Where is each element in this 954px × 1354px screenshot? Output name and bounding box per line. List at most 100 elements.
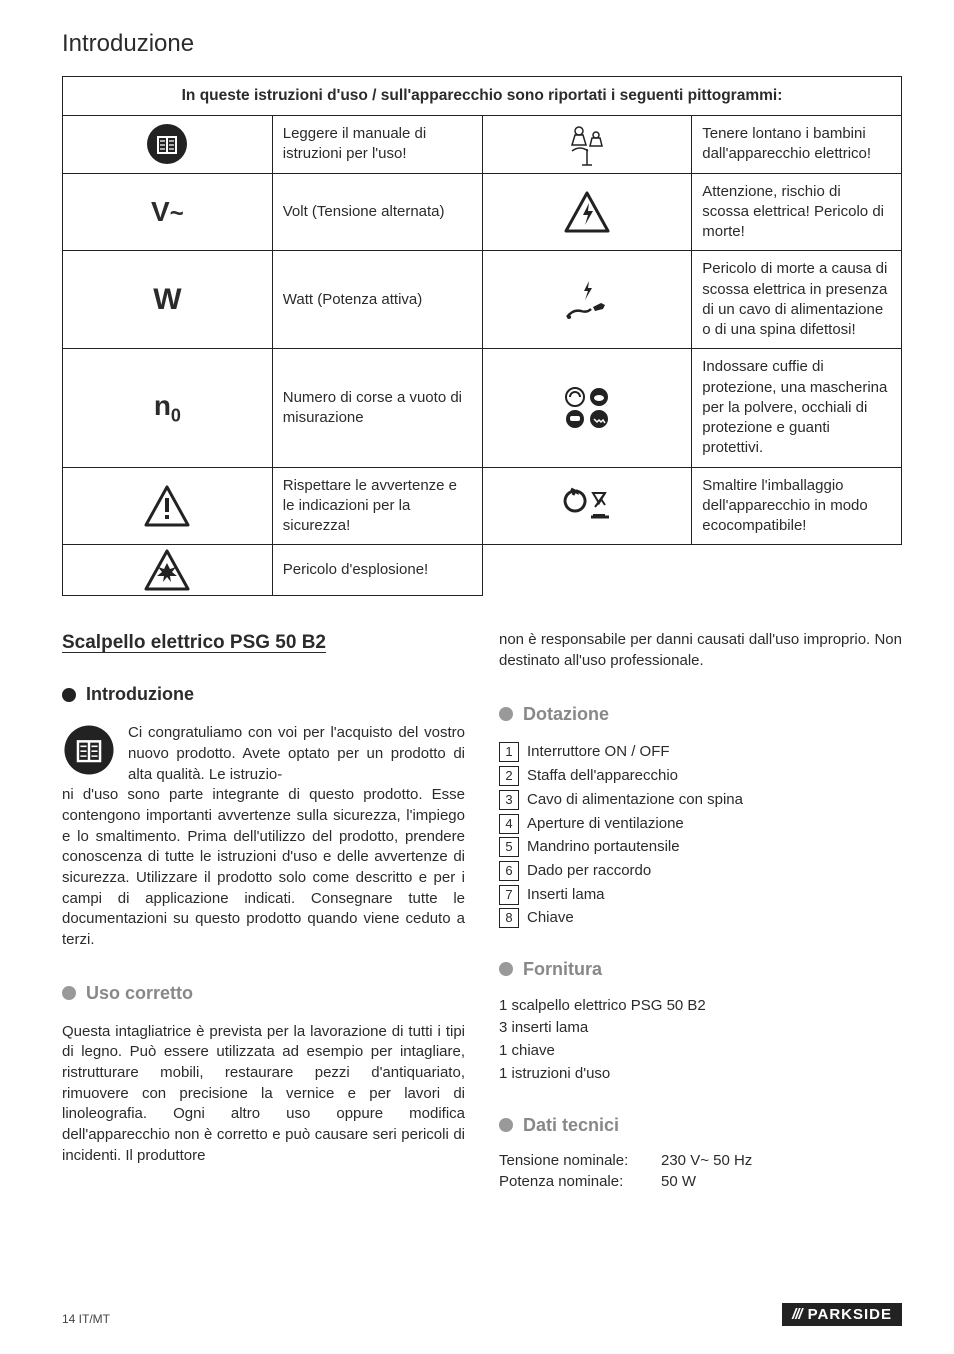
table-row: W Watt (Potenza attiva) Pericolo di mort…: [63, 251, 902, 349]
item-label: Cavo di alimentazione con spina: [527, 790, 743, 811]
list-item: 5 Mandrino portautensile: [499, 837, 902, 858]
brand-stripes-icon: ///: [792, 1306, 802, 1323]
empty-cell: [482, 545, 692, 596]
item-number: 4: [499, 814, 519, 834]
tech-row: Tensione nominale:230 V~ 50 Hz: [499, 1151, 902, 1172]
heading-text: Uso corretto: [86, 981, 193, 1006]
recycle-icon: [482, 467, 692, 545]
supply-item: 1 chiave: [499, 1041, 902, 1062]
item-number: 1: [499, 742, 519, 762]
right-column: non è responsabile per danni causati dal…: [499, 630, 902, 1192]
cell-text: Leggere il manuale di istruzioni per l'u…: [272, 116, 482, 174]
tech-label: Tensione nominale:: [499, 1151, 661, 1172]
table-header: In queste istruzioni d'uso / sull'appare…: [63, 77, 902, 116]
manual-icon: [62, 723, 116, 785]
table-row: Pericolo d'esplosione!: [63, 545, 902, 596]
uso-body-text: Questa intagliatrice è prevista per la l…: [62, 1022, 465, 1167]
table-row: n0 Numero di corse a vuoto di misurazion…: [63, 349, 902, 467]
empty-cell: [692, 545, 902, 596]
manual-icon: [63, 116, 273, 174]
supply-item: 1 istruzioni d'uso: [499, 1064, 902, 1085]
heading-text: Dati tecnici: [523, 1113, 619, 1138]
cell-text: Pericolo di morte a causa di scossa elet…: [692, 251, 902, 349]
item-label: Mandrino portautensile: [527, 837, 680, 858]
tech-data: Tensione nominale:230 V~ 50 Hz Potenza n…: [499, 1151, 902, 1192]
section-dotazione-heading: Dotazione: [499, 702, 902, 727]
cord-shock-icon: [482, 251, 692, 349]
page-number: 14 IT/MT: [62, 1312, 110, 1326]
n0-icon: n0: [63, 349, 273, 467]
shock-triangle-icon: [482, 173, 692, 251]
item-number: 6: [499, 861, 519, 881]
supply-item: 3 inserti lama: [499, 1018, 902, 1039]
heading-text: Dotazione: [523, 702, 609, 727]
table-row: Leggere il manuale di istruzioni per l'u…: [63, 116, 902, 174]
intro-lead-text: Ci congratuliamo con voi per l'acquisto …: [128, 723, 465, 785]
cell-text: Tenere lontano i bambini dall'apparecchi…: [692, 116, 902, 174]
tech-value: 50 W: [661, 1172, 696, 1193]
watt-icon: W: [63, 251, 273, 349]
heading-text: Fornitura: [523, 957, 602, 982]
cell-text: Watt (Potenza attiva): [272, 251, 482, 349]
bullet-icon: [499, 707, 513, 721]
explosion-triangle-icon: [63, 545, 273, 596]
cell-text: Indossare cuffie di protezione, una masc…: [692, 349, 902, 467]
list-item: 4 Aperture di ventilazione: [499, 814, 902, 835]
dotazione-list: 1 Interruttore ON / OFF 2 Staffa dell'appa…: [499, 742, 902, 929]
list-item: 8 Chiave: [499, 908, 902, 929]
item-label: Staffa dell'apparecchio: [527, 766, 678, 787]
children-icon: [482, 116, 692, 174]
item-label: Chiave: [527, 908, 574, 929]
item-label: Dado per raccordo: [527, 861, 651, 882]
bullet-icon: [499, 1118, 513, 1132]
list-item: 1 Interruttore ON / OFF: [499, 742, 902, 763]
item-label: Interruttore ON / OFF: [527, 742, 670, 763]
intro-paragraph: Ci congratuliamo con voi per l'acquisto …: [62, 723, 465, 785]
tech-value: 230 V~ 50 Hz: [661, 1151, 752, 1172]
list-item: 7 Inserti lama: [499, 885, 902, 906]
intro-body-text: ni d'uso sono parte integrante di questo…: [62, 785, 465, 951]
item-number: 5: [499, 837, 519, 857]
item-label: Inserti lama: [527, 885, 605, 906]
list-item: 3 Cavo di alimentazione con spina: [499, 790, 902, 811]
brand-badge: /// PARKSIDE: [782, 1303, 902, 1326]
warning-triangle-icon: [63, 467, 273, 545]
cell-text: Volt (Tensione alternata): [272, 173, 482, 251]
item-number: 3: [499, 790, 519, 810]
cell-text: Rispettare le avvertenze e le indicazion…: [272, 467, 482, 545]
section-intro-heading: Introduzione: [62, 682, 465, 707]
list-item: 6 Dado per raccordo: [499, 861, 902, 882]
pictogram-table: In queste istruzioni d'uso / sull'appare…: [62, 76, 902, 596]
fornitura-list: 1 scalpello elettrico PSG 50 B2 3 insert…: [499, 996, 902, 1085]
left-column: Scalpello elettrico PSG 50 B2 Introduzio…: [62, 630, 465, 1192]
section-dati-heading: Dati tecnici: [499, 1113, 902, 1138]
brand-name: PARKSIDE: [808, 1306, 892, 1323]
item-number: 7: [499, 885, 519, 905]
ppe-icon: [482, 349, 692, 467]
page-title: Introduzione: [62, 30, 902, 58]
cell-text: Attenzione, rischio di scossa elettrica!…: [692, 173, 902, 251]
table-row: V~ Volt (Tensione alternata) Attenzione,…: [63, 173, 902, 251]
bullet-icon: [499, 962, 513, 976]
cell-text: Numero di corse a vuoto di misurazione: [272, 349, 482, 467]
supply-item: 1 scalpello elettrico PSG 50 B2: [499, 996, 902, 1017]
heading-text: Introduzione: [86, 682, 194, 707]
item-number: 8: [499, 908, 519, 928]
list-item: 2 Staffa dell'apparecchio: [499, 766, 902, 787]
section-fornitura-heading: Fornitura: [499, 957, 902, 982]
item-number: 2: [499, 766, 519, 786]
cell-text: Pericolo d'esplosione!: [272, 545, 482, 596]
product-heading: Scalpello elettrico PSG 50 B2: [62, 630, 465, 656]
cell-text: Smaltire l'imballaggio dell'apparecchio …: [692, 467, 902, 545]
bullet-icon: [62, 688, 76, 702]
item-label: Aperture di ventilazione: [527, 814, 684, 835]
volt-icon: V~: [63, 173, 273, 251]
uso-continuation: non è responsabile per danni causati dal…: [499, 630, 902, 671]
section-uso-heading: Uso corretto: [62, 981, 465, 1006]
tech-label: Potenza nominale:: [499, 1172, 661, 1193]
page: Introduzione In queste istruzioni d'uso …: [0, 0, 954, 1354]
bullet-icon: [62, 986, 76, 1000]
two-column-body: Scalpello elettrico PSG 50 B2 Introduzio…: [62, 630, 902, 1192]
table-row: Rispettare le avvertenze e le indicazion…: [63, 467, 902, 545]
page-footer: 14 IT/MT /// PARKSIDE: [62, 1303, 902, 1326]
